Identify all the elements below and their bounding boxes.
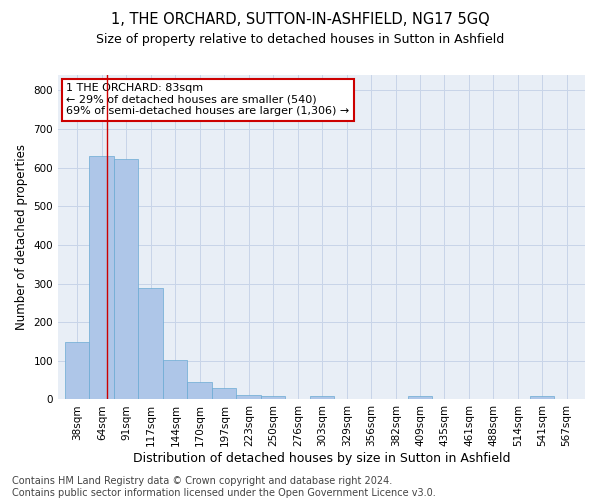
Text: Contains HM Land Registry data © Crown copyright and database right 2024.
Contai: Contains HM Land Registry data © Crown c… [12,476,436,498]
Bar [187,382,212,400]
Y-axis label: Number of detached properties: Number of detached properties [15,144,28,330]
Bar [163,360,187,400]
Bar [139,288,163,400]
Bar [236,395,262,400]
Text: 1, THE ORCHARD, SUTTON-IN-ASHFIELD, NG17 5GQ: 1, THE ORCHARD, SUTTON-IN-ASHFIELD, NG17… [110,12,490,28]
Bar [89,156,115,400]
Bar [65,342,89,400]
Bar [310,396,334,400]
Bar [409,396,433,400]
Bar [530,396,554,400]
Text: 1 THE ORCHARD: 83sqm
← 29% of detached houses are smaller (540)
69% of semi-deta: 1 THE ORCHARD: 83sqm ← 29% of detached h… [66,83,349,116]
Bar [115,159,139,400]
X-axis label: Distribution of detached houses by size in Sutton in Ashfield: Distribution of detached houses by size … [133,452,510,465]
Text: Size of property relative to detached houses in Sutton in Ashfield: Size of property relative to detached ho… [96,32,504,46]
Bar [212,388,236,400]
Bar [262,396,286,400]
